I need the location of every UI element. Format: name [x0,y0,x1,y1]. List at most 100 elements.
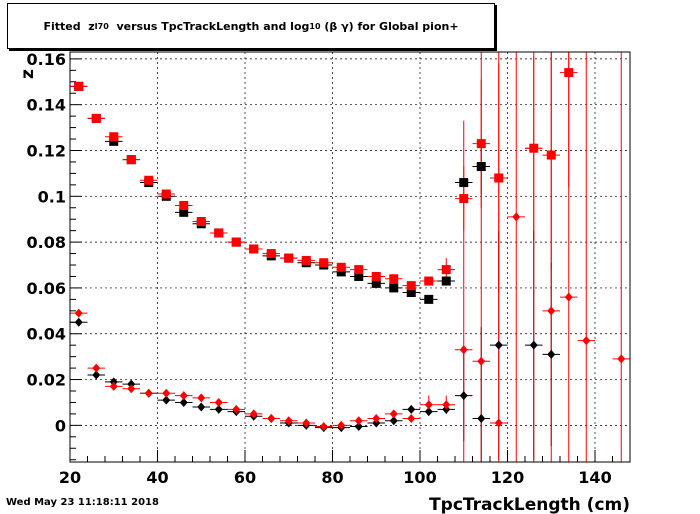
x-tick-label: 100 [403,468,436,487]
square-marker [459,178,469,188]
x-tick-label: 40 [146,468,168,487]
diamond-marker [179,397,188,407]
y-tick-label: 0.02 [27,371,66,390]
diamond-marker [389,416,398,426]
diamond-marker [197,393,206,403]
square-marker [91,113,101,123]
square-marker [214,228,224,238]
y-tick-label: 0.14 [27,96,66,115]
x-axis-label: TpcTrackLength (cm) [429,495,630,514]
square-marker [441,276,451,286]
square-marker [109,136,119,146]
chart-title: Fitted z I70 versus TpcTrackLength and lo… [7,3,495,49]
title-z: z [88,19,95,33]
square-marker [476,139,486,149]
diamond-marker [354,421,363,431]
diamond-marker [284,416,293,426]
diamond-marker [337,420,346,430]
x-tick-label: 80 [321,468,343,487]
square-marker [231,237,241,247]
diamond-marker [389,409,398,419]
diamond-marker [109,377,118,387]
diamond-marker [424,407,433,417]
plot-frame [69,51,631,463]
diamond-marker [92,363,101,373]
title-tail: (β γ) for Global pion+ [324,19,459,33]
title-z-subscript: I70 [94,21,109,31]
timestamp: Wed May 23 11:18:11 2018 [6,497,159,508]
diamond-marker [407,404,416,414]
square-marker [476,162,486,172]
diamond-marker [214,397,223,407]
grid-lines [69,52,630,462]
square-marker [424,276,434,286]
y-tick-label: 0 [55,416,66,435]
diamond-marker [477,413,486,423]
diamond-marker [127,379,136,389]
diamond-marker [529,143,538,153]
square-marker [126,155,136,165]
diamond-marker [197,402,206,412]
diamond-marker [372,413,381,423]
diamond-marker [459,345,468,355]
square-marker [546,150,556,160]
diamond-marker [407,413,416,423]
diamond-marker [494,418,503,428]
y-tick-label: 0.08 [27,233,66,252]
diamond-marker [547,349,556,359]
title-versus: versus TpcTrackLength and log [116,19,310,33]
y-tick-label: 0.04 [27,325,66,344]
square-marker [319,258,329,268]
square-marker [109,132,119,142]
square-marker [406,288,416,298]
square-marker [179,200,189,210]
square-marker [406,281,416,291]
diamond-marker [372,418,381,428]
square-marker [371,278,381,288]
diamond-marker [109,381,118,391]
diamond-marker [547,306,556,316]
square-marker [336,262,346,272]
diamond-marker [442,404,451,414]
diamond-marker [564,292,573,302]
x-tick-label: 20 [59,468,81,487]
markers [74,68,626,433]
diamond-marker [459,391,468,401]
square-marker [389,274,399,284]
x-tick-label: 120 [491,468,524,487]
square-marker [179,207,189,217]
diamond-marker [92,370,101,380]
title-fitted: Fitted [43,19,81,33]
square-marker [564,68,574,78]
diamond-marker [529,340,538,350]
diamond-marker [179,391,188,401]
diamond-marker [354,416,363,426]
diamond-marker [214,404,223,414]
square-marker [371,271,381,281]
square-marker [74,81,84,91]
square-marker [144,175,154,185]
diamond-marker [494,340,503,350]
square-marker [161,189,171,199]
axes: 20 40 60 80 100 120 140 0 0.02 0.04 0.06 0.08 0.1 0.1… [27,50,631,487]
square-marker [266,249,276,259]
diamond-marker [127,384,136,394]
diamond-marker [144,388,153,398]
y-axis-label: z [18,69,38,79]
square-marker [354,271,364,281]
square-marker [249,244,259,254]
square-marker [301,255,311,265]
diamond-marker [477,356,486,366]
square-marker [284,253,294,263]
diamond-marker [582,336,591,346]
square-marker [424,294,434,304]
diamond-marker [617,354,626,364]
x-tick-label: 140 [578,468,611,487]
square-marker [389,283,399,293]
diamond-marker [267,413,276,423]
square-marker [441,265,451,275]
diamond-marker [74,317,83,327]
diamond-marker [512,212,521,222]
diamond-marker [249,409,258,419]
